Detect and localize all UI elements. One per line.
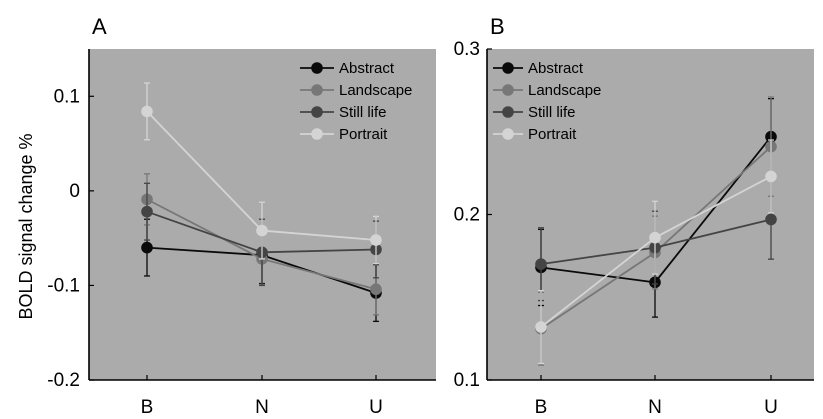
- legend-entry-portrait: Portrait: [528, 126, 577, 143]
- panel-label: B: [490, 14, 505, 39]
- y-tick-label: 0: [69, 181, 80, 202]
- data-point: [649, 231, 661, 244]
- legend-entry-portrait: Portrait: [339, 126, 388, 143]
- legend: Abstract Landscape Still life Portrait: [300, 60, 412, 143]
- x-tick-label-b: B: [141, 397, 154, 418]
- data-point: [141, 105, 153, 118]
- x-tick-label-b: B: [535, 397, 548, 418]
- panel-label: A: [92, 14, 107, 39]
- data-point: [141, 241, 153, 254]
- series-portrait: [535, 139, 777, 365]
- y-tick-label: -0.1: [47, 275, 80, 296]
- x-tick-label-u: U: [369, 397, 383, 418]
- data-point: [765, 170, 777, 183]
- data-point: [765, 213, 777, 226]
- x-tick-label-u: U: [764, 397, 778, 418]
- data-point: [370, 283, 382, 296]
- data-point: [256, 224, 268, 237]
- legend: Abstract Landscape Still life Portrait: [493, 60, 601, 143]
- legend-marker: [311, 106, 323, 118]
- chart-panel-b: B 0.1 0.2 0.3 B N U Abstract Landscape Still life…: [454, 14, 814, 418]
- y-tick-label: 0.3: [454, 39, 480, 60]
- y-tick-label: 0.1: [454, 370, 480, 391]
- legend-marker: [311, 84, 323, 96]
- x-tick-label-n: N: [255, 397, 269, 418]
- y-tick-label: 0.2: [454, 205, 480, 226]
- y-tick-label: 0.1: [54, 86, 80, 107]
- series-portrait: [141, 82, 382, 265]
- legend-marker: [502, 84, 514, 96]
- data-point: [535, 258, 547, 270]
- data-point: [370, 234, 382, 246]
- data-point: [141, 205, 153, 218]
- legend-entry-landscape: Landscape: [528, 82, 601, 99]
- legend-marker: [502, 62, 514, 74]
- legend-entry-landscape: Landscape: [339, 82, 412, 99]
- legend-entry-abstract: Abstract: [528, 60, 584, 77]
- x-tick-label-n: N: [648, 397, 662, 418]
- legend-entry-still-life: Still life: [339, 104, 387, 121]
- legend-marker: [502, 128, 514, 140]
- chart-panel-a: A -0.2 -0.1 0 0.1 B N U BOLD signal change % Abst…: [16, 14, 436, 418]
- legend-entry-still-life: Still life: [528, 104, 576, 121]
- data-point: [535, 321, 547, 333]
- legend-marker: [502, 106, 514, 118]
- legend-entry-abstract: Abstract: [339, 60, 395, 77]
- legend-marker: [311, 128, 323, 140]
- y-tick-label: -0.2: [47, 370, 80, 391]
- legend-marker: [311, 62, 323, 74]
- y-axis-title: BOLD signal change %: [16, 133, 36, 319]
